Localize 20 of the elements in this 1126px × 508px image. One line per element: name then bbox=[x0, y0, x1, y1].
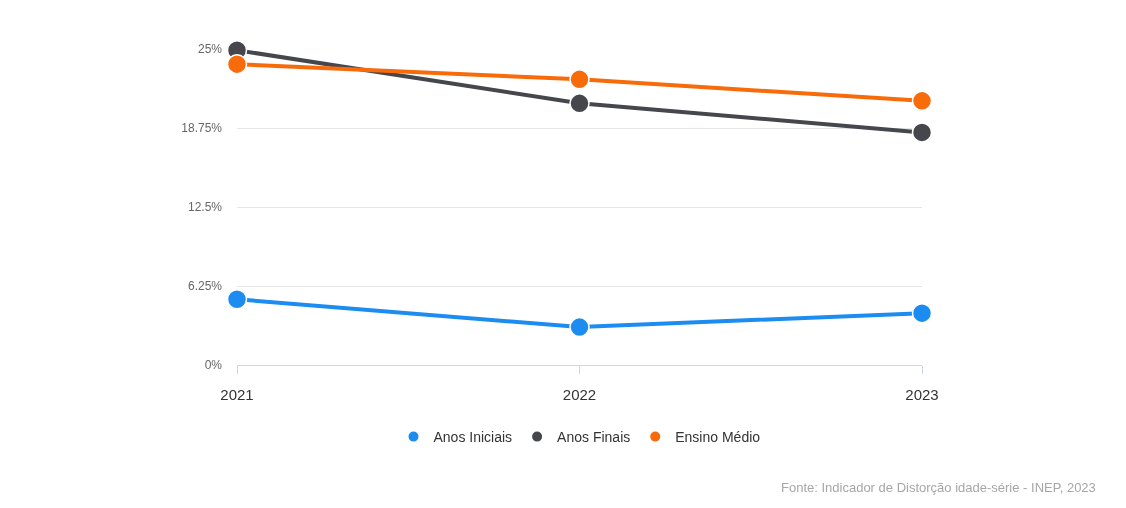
y-tick-label: 0% bbox=[204, 358, 223, 373]
x-tick-label: 2021 bbox=[220, 386, 254, 403]
x-tick-label: 2022 bbox=[562, 386, 597, 403]
y-tick-label: 25% bbox=[197, 42, 223, 57]
y-tick-label: 12.5% bbox=[187, 200, 223, 215]
legend-label: Anos Finais bbox=[557, 429, 631, 446]
legend-label: Anos Iniciais bbox=[433, 429, 513, 446]
point bbox=[569, 316, 590, 338]
y-tick-label: 6.25% bbox=[187, 279, 223, 294]
point bbox=[226, 53, 248, 75]
point bbox=[911, 302, 933, 324]
source-note: Fonte: Indicador de Distorção idade-série - INEP, 2023 bbox=[781, 480, 1096, 495]
point bbox=[569, 69, 590, 90]
x-tick-label: 2023 bbox=[905, 386, 939, 403]
point bbox=[569, 93, 590, 114]
y-tick-label: 18.75% bbox=[181, 121, 223, 136]
point bbox=[911, 90, 933, 112]
point bbox=[911, 122, 933, 143]
legend-label: Ensino Médio bbox=[675, 429, 761, 446]
point bbox=[226, 289, 248, 310]
